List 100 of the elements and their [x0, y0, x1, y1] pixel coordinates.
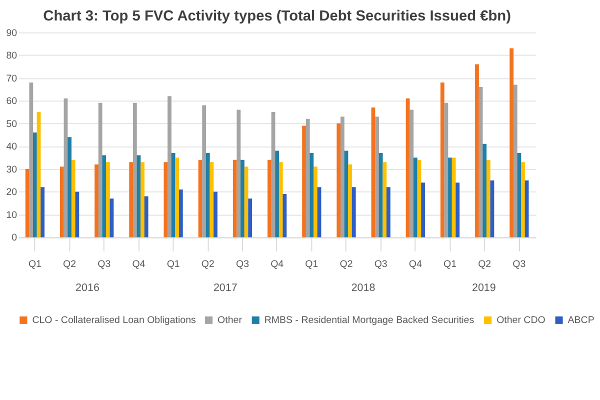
- bar: [448, 158, 452, 238]
- y-tick-label: 40: [6, 142, 18, 153]
- bar: [168, 96, 172, 238]
- bar: [144, 196, 148, 238]
- bar: [282, 194, 287, 238]
- bar: [452, 158, 456, 238]
- bar: [410, 110, 414, 238]
- x-tick-label: Q1: [444, 259, 457, 270]
- bar: [102, 155, 106, 238]
- x-tick-label: Q3: [374, 259, 388, 270]
- bar: [71, 160, 76, 238]
- y-tick-label: 80: [6, 50, 18, 62]
- bar: [178, 189, 183, 238]
- y-tick-label: 0: [12, 232, 18, 244]
- text: 2017: [213, 282, 238, 294]
- bar: [236, 110, 241, 238]
- y-tick-label: 70: [6, 73, 18, 84]
- bar: [132, 102, 137, 238]
- bar: [214, 192, 218, 238]
- bar: [206, 153, 210, 238]
- bar: [406, 98, 410, 238]
- bar: [68, 137, 72, 238]
- bar: [306, 118, 310, 238]
- y-tick-label: 90: [6, 28, 18, 39]
- bar: [302, 126, 306, 238]
- x-tick-label: Q3: [98, 259, 111, 270]
- x-tick-label: Q1: [28, 259, 42, 270]
- bar: [375, 116, 379, 238]
- bar: [278, 162, 283, 238]
- y-tick-label: 10: [6, 210, 18, 221]
- x-tick-label: Q3: [512, 259, 526, 270]
- bar: [352, 187, 356, 238]
- bar: [513, 84, 518, 238]
- bar: [202, 105, 206, 238]
- x-tick-label: Q4: [132, 259, 146, 270]
- bar: [482, 144, 487, 238]
- y-tick-label: 20: [6, 187, 18, 198]
- bar: [421, 182, 425, 238]
- y-tick-label: 50: [6, 118, 18, 130]
- text: 2016: [76, 282, 100, 294]
- bar: [413, 158, 418, 238]
- x-tick-label: Q3: [236, 259, 249, 270]
- bar: [486, 160, 490, 238]
- bar: [382, 162, 387, 238]
- bar: [129, 162, 134, 238]
- x-tick-label: Q2: [340, 259, 353, 270]
- x-tick-label: Q2: [201, 259, 214, 270]
- bar: [510, 48, 514, 238]
- bar: [248, 198, 252, 238]
- bar: [240, 160, 244, 238]
- bar: [29, 82, 34, 238]
- x-tick-label: Q4: [408, 259, 422, 270]
- x-tick-label: Q4: [270, 259, 284, 270]
- bar: [475, 64, 479, 238]
- y-tick-label: 30: [6, 164, 18, 176]
- bar: [517, 153, 522, 238]
- legend-label: Other: [218, 315, 243, 326]
- bar: [75, 192, 80, 238]
- bar: [60, 166, 64, 238]
- x-tick-label: Q2: [63, 259, 76, 270]
- bar: [371, 107, 376, 238]
- bar: [271, 112, 276, 238]
- bar: [344, 150, 348, 238]
- bar: [456, 182, 460, 238]
- bar: [386, 187, 390, 238]
- bar: [310, 153, 314, 238]
- legend-label: CLO - Collateralised Loan Obligations: [32, 315, 196, 326]
- legend-label: ABCP: [568, 315, 594, 326]
- y-tick-label: 60: [6, 96, 18, 108]
- bar: [36, 112, 41, 238]
- text: 2019: [472, 282, 496, 294]
- bar: [268, 160, 272, 238]
- x-tick-label: Q1: [305, 259, 318, 270]
- bar: [340, 116, 344, 238]
- chart-title: Chart 3: Top 5 FVC Activity types (Total Debt Securities Issued €bn): [43, 8, 512, 25]
- bar: [33, 132, 37, 238]
- bar: [348, 164, 352, 238]
- bar: [164, 162, 168, 238]
- bar: [336, 123, 341, 238]
- bar: [140, 162, 144, 238]
- bar: [314, 166, 318, 238]
- bar: [521, 162, 525, 238]
- bar: [171, 153, 176, 238]
- bar: [210, 162, 214, 238]
- bar: [275, 150, 280, 238]
- bar: [106, 162, 110, 238]
- text: 2018: [351, 282, 376, 294]
- legend-label: Other CDO: [496, 315, 546, 326]
- bar: [94, 164, 98, 238]
- bar: [244, 166, 248, 238]
- x-tick-label: Q2: [478, 259, 492, 270]
- bar: [478, 87, 483, 238]
- bar: [317, 187, 322, 238]
- bar: [440, 82, 444, 238]
- bar: [378, 153, 383, 238]
- bar: [98, 102, 102, 238]
- bar: [175, 158, 180, 238]
- legend-label: RMBS - Residential Mortgage Backed Securities: [264, 315, 474, 326]
- x-tick-label: Q1: [166, 259, 180, 270]
- bar: [40, 187, 45, 238]
